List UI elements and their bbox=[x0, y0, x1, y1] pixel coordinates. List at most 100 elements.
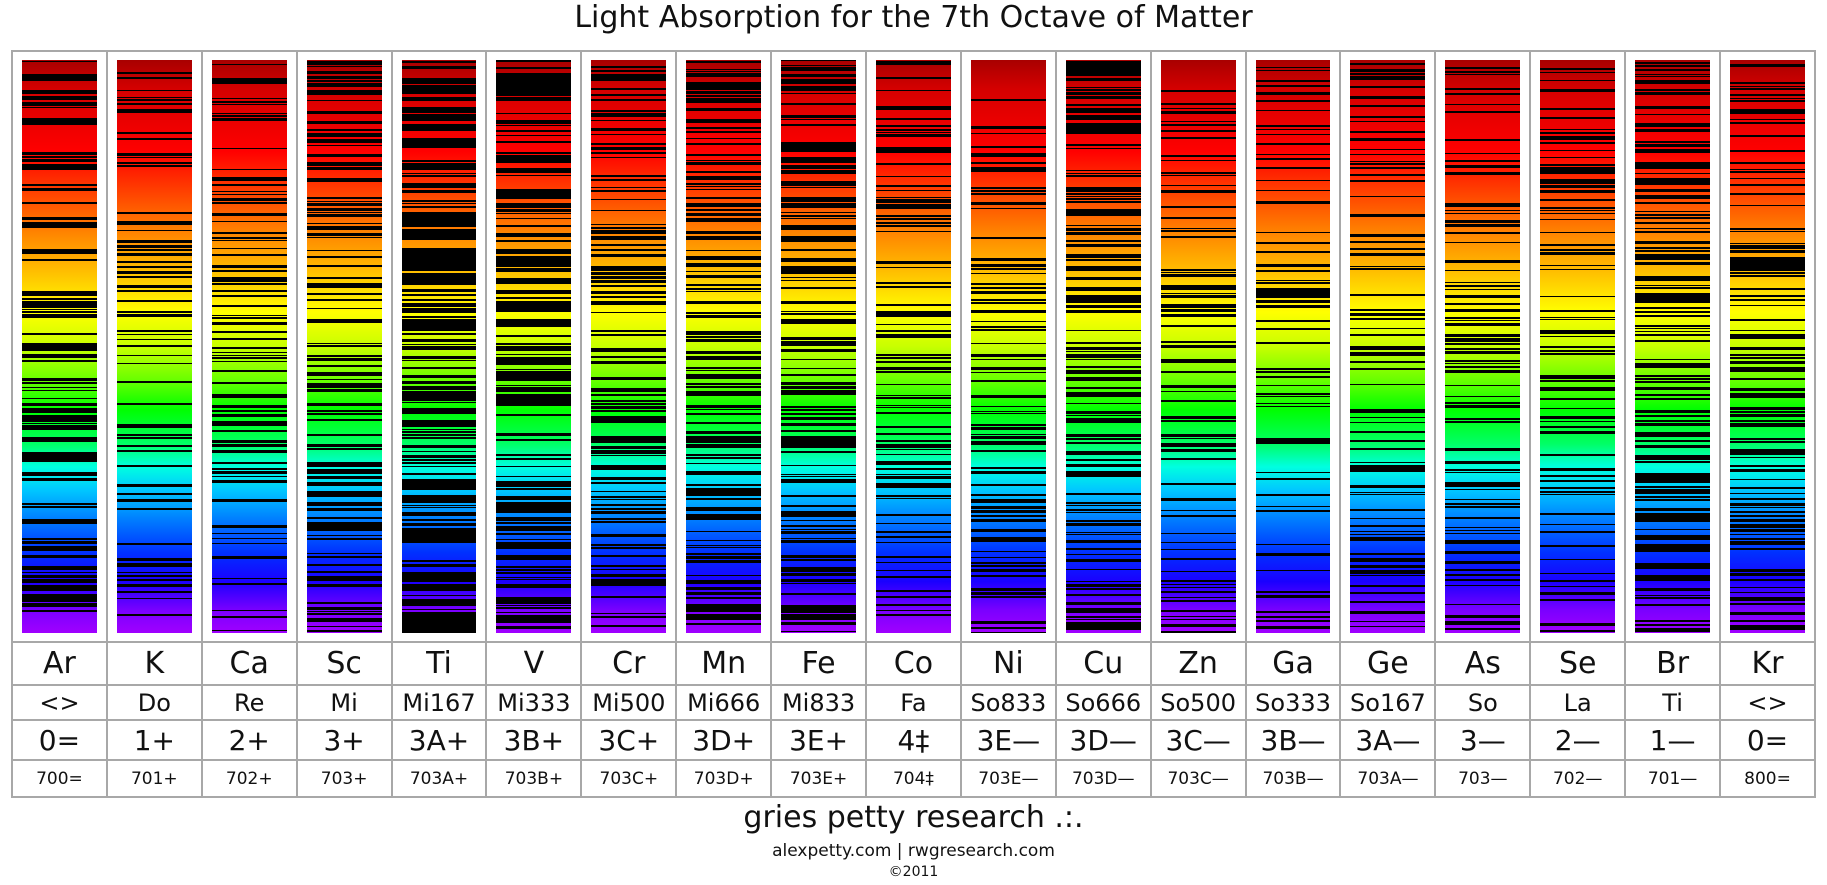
absorption-line bbox=[686, 405, 762, 408]
element-note: Re bbox=[202, 686, 296, 722]
absorption-line bbox=[970, 530, 1046, 532]
element-position: 3C+ bbox=[582, 721, 676, 762]
absorption-line bbox=[496, 268, 572, 272]
element-symbol: Ga bbox=[1246, 643, 1340, 686]
absorption-line bbox=[496, 465, 572, 467]
absorption-line bbox=[401, 232, 477, 241]
element-code: 703E+ bbox=[789, 768, 848, 789]
element-note: So333 bbox=[1246, 686, 1340, 722]
element-position: 3D+ bbox=[677, 721, 771, 762]
absorption-line bbox=[1160, 274, 1236, 278]
absorption-line bbox=[1065, 208, 1141, 211]
absorption-line bbox=[116, 559, 192, 562]
absorption-line bbox=[1445, 172, 1521, 174]
absorption-line bbox=[1730, 227, 1805, 231]
absorption-line bbox=[686, 623, 762, 625]
absorption-line bbox=[1255, 478, 1331, 480]
absorption-line bbox=[1730, 111, 1805, 114]
absorption-line bbox=[876, 77, 951, 79]
absorption-line bbox=[591, 76, 667, 81]
absorption-line bbox=[1445, 622, 1521, 625]
absorption-line bbox=[22, 346, 97, 351]
element-position: 3B— bbox=[1246, 721, 1340, 762]
element-code: 703+ bbox=[320, 768, 368, 789]
absorption-line bbox=[496, 232, 572, 235]
absorption-line bbox=[1065, 229, 1141, 231]
absorption-line bbox=[211, 321, 287, 324]
element-column: Ni So833 3E— 703E— bbox=[961, 52, 1057, 796]
absorption-line bbox=[1160, 136, 1236, 140]
absorption-line bbox=[1160, 438, 1236, 440]
absorption-line bbox=[591, 276, 667, 278]
absorption-line bbox=[591, 267, 667, 270]
absorption-line bbox=[116, 290, 192, 293]
absorption-line bbox=[116, 508, 192, 510]
absorption-line bbox=[22, 122, 97, 124]
absorption-line bbox=[1350, 195, 1426, 197]
absorption-line bbox=[1445, 366, 1521, 368]
absorption-line bbox=[876, 367, 951, 370]
absorption-line bbox=[306, 611, 382, 613]
absorption-line bbox=[496, 96, 572, 101]
absorption-line bbox=[876, 596, 951, 598]
absorption-line bbox=[1255, 616, 1331, 618]
absorption-line bbox=[22, 259, 97, 262]
absorption-line bbox=[401, 495, 477, 498]
absorption-line bbox=[1540, 353, 1616, 356]
absorption-line bbox=[22, 359, 97, 362]
absorption-line bbox=[22, 417, 97, 423]
absorption-line bbox=[1445, 260, 1521, 262]
absorption-line bbox=[1730, 99, 1805, 102]
absorption-line bbox=[211, 323, 287, 326]
absorption-line bbox=[1350, 448, 1426, 450]
absorption-line bbox=[211, 236, 287, 240]
absorption-line bbox=[1730, 602, 1805, 605]
absorption-line bbox=[401, 174, 477, 177]
absorption-line bbox=[686, 159, 762, 162]
absorption-line bbox=[1255, 371, 1331, 373]
absorption-line bbox=[306, 419, 382, 421]
absorption-line bbox=[970, 592, 1046, 595]
absorption-line bbox=[591, 575, 667, 578]
spectrum-cell bbox=[867, 52, 960, 643]
absorption-line bbox=[1445, 103, 1521, 106]
absorption-line bbox=[1635, 68, 1711, 72]
absorption-line bbox=[401, 222, 477, 227]
absorption-line bbox=[591, 543, 667, 546]
absorption-line bbox=[781, 530, 857, 532]
absorption-line bbox=[22, 159, 97, 162]
absorption-line bbox=[306, 502, 382, 505]
absorption-line bbox=[1730, 204, 1805, 207]
absorption-line bbox=[1635, 576, 1711, 579]
absorption-line bbox=[1730, 464, 1805, 468]
absorption-line bbox=[22, 588, 97, 591]
spectrum-cell bbox=[1341, 52, 1435, 643]
spectrum-cell bbox=[107, 52, 201, 643]
absorption-line bbox=[22, 298, 97, 300]
absorption-line bbox=[1540, 131, 1616, 134]
absorption-line bbox=[1730, 244, 1805, 249]
absorption-line bbox=[686, 356, 762, 361]
absorption-line bbox=[22, 301, 97, 307]
absorption-line bbox=[1255, 201, 1331, 204]
absorption-line bbox=[496, 618, 572, 620]
absorption-line bbox=[1445, 73, 1521, 76]
absorption-line bbox=[1445, 448, 1521, 451]
absorption-line bbox=[22, 461, 97, 463]
absorption-line bbox=[1255, 143, 1331, 145]
absorption-line bbox=[496, 620, 572, 623]
absorption-line bbox=[1065, 172, 1141, 174]
absorption-line bbox=[306, 585, 382, 588]
absorption-line bbox=[876, 304, 951, 307]
absorption-line bbox=[496, 319, 572, 321]
absorption-line bbox=[686, 100, 762, 102]
element-position: 3C— bbox=[1151, 721, 1245, 762]
absorption-line bbox=[306, 525, 382, 531]
absorption-line bbox=[591, 74, 667, 77]
absorption-line bbox=[22, 160, 97, 163]
element-symbol: Zn bbox=[1151, 643, 1245, 686]
absorption-line bbox=[781, 237, 857, 240]
absorption-line bbox=[116, 579, 192, 581]
absorption-line bbox=[876, 266, 951, 268]
absorption-line bbox=[401, 375, 477, 379]
